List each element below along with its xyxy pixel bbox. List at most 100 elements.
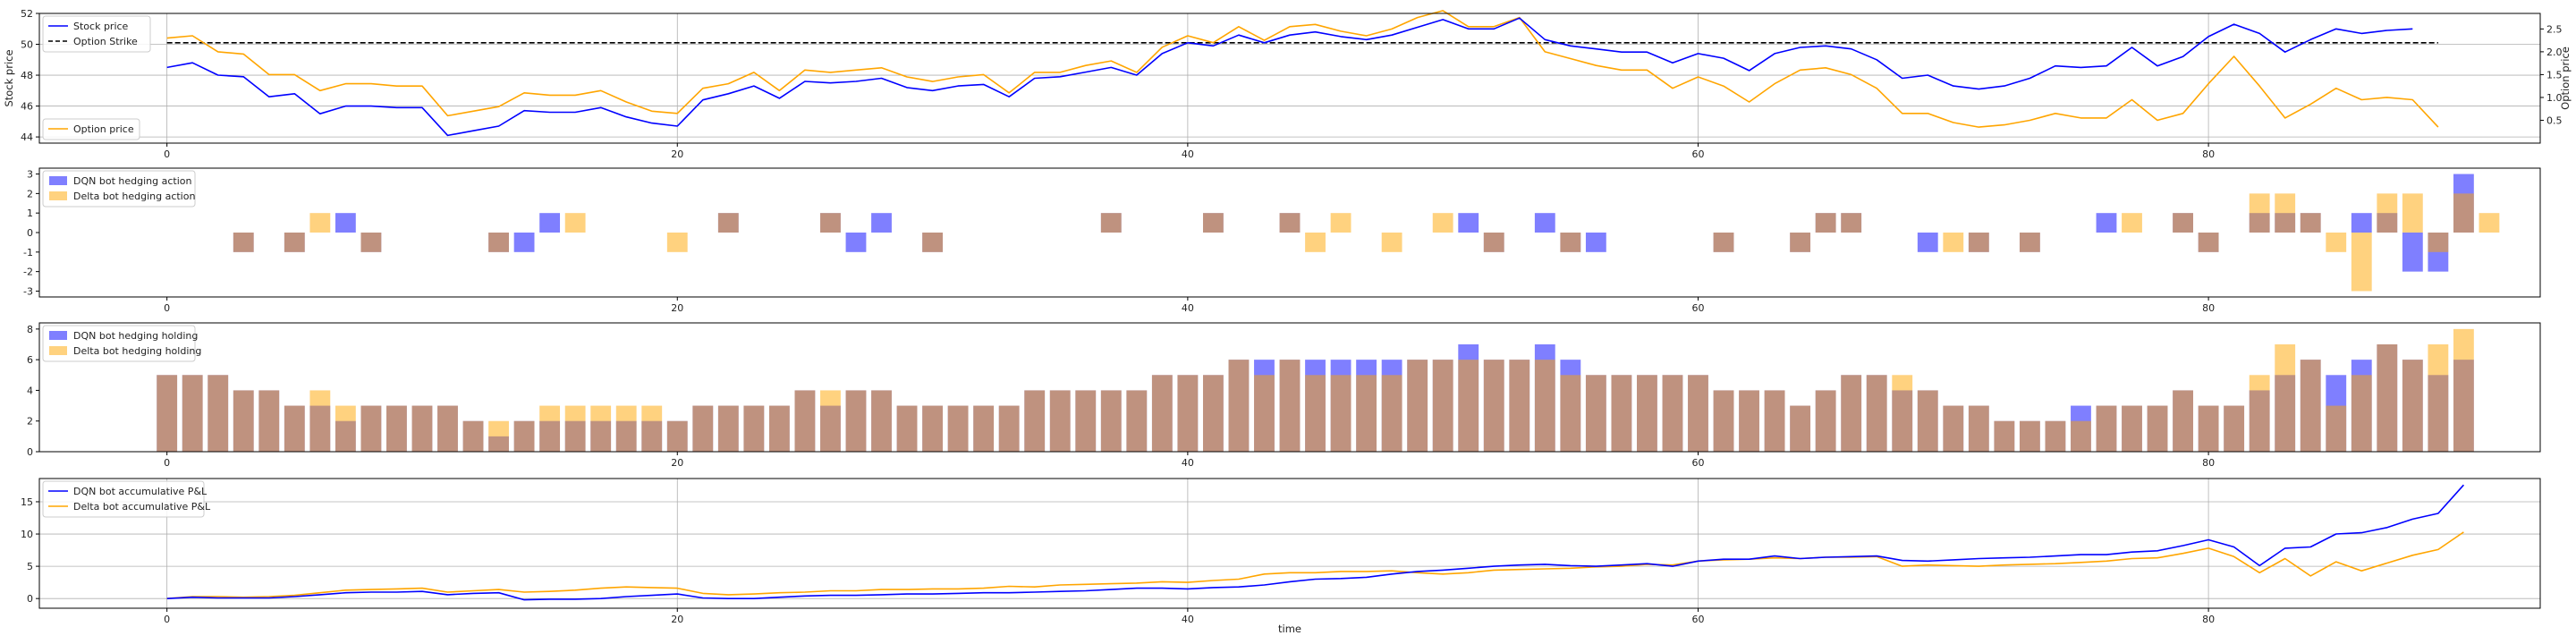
- stock-price-line: [166, 17, 2413, 137]
- delta-bar: [1330, 375, 1352, 452]
- legend-swatch: [49, 346, 67, 355]
- axes-frame: [38, 478, 2541, 609]
- delta-bar: [258, 390, 280, 452]
- delta-bar: [411, 405, 433, 452]
- delta-bar: [233, 390, 254, 452]
- delta-bar: [208, 375, 229, 452]
- legend-label: Delta bot hedging action: [73, 191, 195, 202]
- delta-bar: [794, 390, 816, 452]
- y-tick-label: 8: [27, 324, 33, 335]
- delta-bar: [1585, 375, 1606, 452]
- delta-bar: [1560, 375, 1581, 452]
- delta-bar: [1305, 233, 1326, 252]
- delta-bar: [2249, 193, 2270, 233]
- delta-bar: [360, 233, 382, 252]
- delta-pnl-line: [166, 531, 2464, 599]
- delta-bar: [1611, 375, 1632, 452]
- x-tick-label: 60: [1691, 457, 1704, 469]
- delta-bar: [1764, 390, 1785, 452]
- delta-bar: [2428, 344, 2449, 452]
- delta-bar: [1534, 360, 1555, 452]
- y-tick-label: 0: [27, 593, 33, 605]
- delta-bar: [692, 405, 714, 452]
- delta-bar: [2122, 213, 2142, 233]
- delta-bar: [2402, 360, 2423, 452]
- delta-bar: [896, 405, 918, 452]
- x-tick-label: 40: [1182, 148, 1194, 160]
- delta-bar: [2045, 420, 2066, 452]
- delta-bar: [2275, 344, 2296, 452]
- delta-bar: [1968, 405, 1989, 452]
- delta-bar: [1100, 213, 1122, 233]
- delta-bar: [1637, 375, 1657, 452]
- delta-bar: [1202, 375, 1224, 452]
- delta-bar: [2428, 233, 2449, 252]
- x-tick-label: 40: [1182, 614, 1194, 625]
- legend-box: [42, 480, 205, 518]
- delta-bar: [1305, 375, 1326, 452]
- delta-bar: [1151, 375, 1173, 452]
- delta-bar: [2198, 233, 2219, 252]
- y-tick-label: 2: [27, 416, 33, 428]
- legend-box: [42, 118, 140, 140]
- delta-bar: [488, 420, 509, 452]
- delta-bar: [2173, 213, 2193, 233]
- delta-bar: [157, 375, 178, 452]
- legend-label: DQN bot accumulative P&L: [73, 486, 208, 497]
- y-tick-label: 1: [27, 208, 33, 219]
- panel-accumulative-pnl: 0 20 40 60 80 0 5 10 15 time DQN bot accumulative …: [21, 478, 2541, 635]
- delta-bar: [743, 405, 765, 452]
- panel-stock-option: 0 20 40 60 80 44 46 48 50 52 0.5 1.0 1.5 2.0 2.5 Stock …: [3, 8, 2572, 160]
- dqn-bar: [1534, 213, 1555, 233]
- delta-bar: [615, 405, 637, 452]
- delta-bar: [1662, 375, 1683, 452]
- y-tick-label: 44: [21, 131, 33, 143]
- y-tick-label: 2: [27, 188, 33, 199]
- delta-bar: [641, 405, 663, 452]
- x-tick-label: 80: [2202, 457, 2215, 469]
- delta-bar: [1560, 233, 1581, 252]
- delta-bar: [1177, 375, 1199, 452]
- delta-bar: [2377, 344, 2398, 452]
- dqn-bar: [1458, 213, 1479, 233]
- legend-label: Delta bot accumulative P&L: [73, 501, 211, 513]
- delta-bar: [1381, 375, 1402, 452]
- delta-bar: [2453, 193, 2474, 233]
- x-tick-label: 60: [1691, 148, 1704, 160]
- legend-box: [42, 325, 196, 362]
- delta-bar: [922, 405, 943, 452]
- y-tick-label: -3: [23, 285, 33, 297]
- delta-bar: [1841, 213, 1862, 233]
- dqn-pnl-line: [166, 484, 2464, 601]
- delta-bar: [820, 213, 841, 233]
- delta-bar: [1790, 405, 1811, 452]
- delta-bar: [768, 405, 790, 452]
- delta-bar: [2479, 213, 2500, 233]
- delta-bar: [871, 390, 892, 452]
- dqn-bar: [845, 233, 867, 252]
- delta-bar: [564, 213, 586, 233]
- x-tick-label: 40: [1182, 457, 1194, 469]
- dqn-bar: [1585, 233, 1606, 252]
- delta-bar: [1432, 360, 1453, 452]
- y-tick-label: 50: [21, 39, 33, 51]
- y-tick-label: 15: [21, 496, 33, 508]
- delta-bar: [284, 405, 305, 452]
- delta-bar: [1279, 213, 1301, 233]
- delta-bar: [386, 405, 407, 452]
- delta-bar: [1866, 375, 1887, 452]
- delta-bar: [666, 233, 688, 252]
- y-tick-label: 0: [27, 227, 33, 239]
- delta-bar: [1841, 375, 1862, 452]
- delta-bar: [1126, 390, 1148, 452]
- delta-bar: [1713, 233, 1734, 252]
- delta-bar: [1228, 360, 1250, 452]
- x-tick-label: 0: [164, 614, 170, 625]
- y-tick-label: 5: [27, 561, 33, 572]
- delta-bar: [309, 213, 331, 233]
- y-tick-label: 6: [27, 354, 33, 366]
- dqn-bar: [1917, 233, 1938, 252]
- y-tick-label: 10: [21, 529, 33, 540]
- delta-bar: [717, 213, 739, 233]
